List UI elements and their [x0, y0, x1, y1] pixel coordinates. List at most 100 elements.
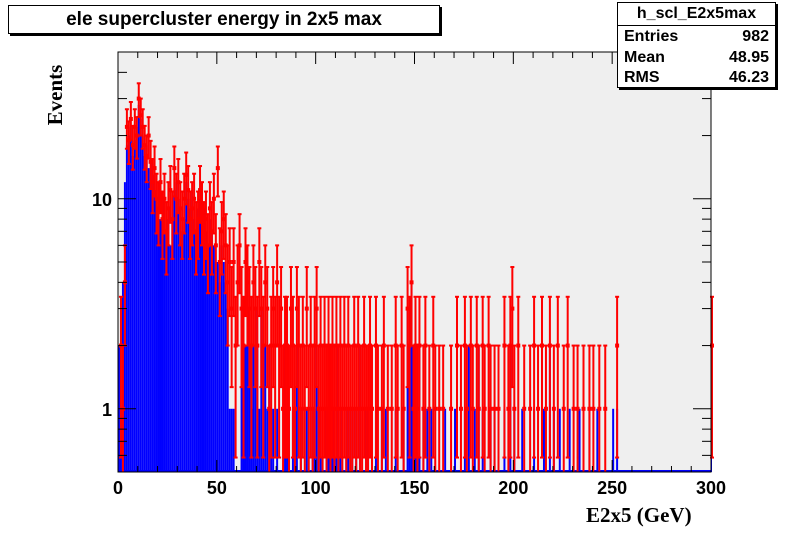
- error-bar-point: [294, 266, 299, 389]
- data-marker: [492, 406, 497, 411]
- histogram-bar: [127, 135, 130, 473]
- data-marker: [279, 306, 284, 311]
- histogram-bar: [165, 219, 168, 472]
- histogram-bar: [167, 208, 170, 473]
- data-marker: [162, 196, 167, 201]
- error-bar-point: [239, 266, 244, 389]
- data-marker: [488, 406, 493, 411]
- histogram-bar: [222, 262, 225, 472]
- error-bar-point: [482, 344, 487, 472]
- data-marker: [454, 343, 459, 348]
- error-bar-point: [314, 266, 319, 389]
- data-marker: [239, 306, 244, 311]
- error-bar-point: [587, 344, 592, 472]
- histogram-bar: [161, 198, 164, 473]
- data-marker: [344, 406, 349, 411]
- histogram-bar: [218, 282, 221, 472]
- data-marker: [395, 406, 400, 411]
- data-marker: [225, 280, 230, 285]
- data-marker: [512, 406, 517, 411]
- data-marker: [130, 143, 135, 148]
- y-tick-label: 10: [92, 190, 112, 210]
- histogram-bar: [202, 208, 205, 473]
- data-marker: [231, 260, 236, 264]
- stats-box: h_scl_E2x5max Entries 982 Mean 48.95 RMS…: [617, 2, 776, 88]
- histogram-bar: [568, 408, 571, 472]
- error-bar-point: [575, 344, 580, 472]
- data-marker: [312, 343, 317, 348]
- data-marker: [198, 188, 203, 193]
- error-bar-point: [441, 344, 446, 472]
- data-marker: [532, 343, 537, 348]
- data-marker: [324, 406, 329, 411]
- data-marker: [281, 406, 286, 411]
- data-marker: [470, 406, 475, 411]
- y-axis: 1 10: [92, 51, 711, 473]
- data-marker: [411, 406, 416, 411]
- data-marker: [201, 229, 206, 234]
- data-marker: [164, 229, 169, 234]
- error-bar-point: [312, 295, 317, 459]
- data-marker: [510, 306, 515, 311]
- x-axis-title: E2x5 (GeV): [586, 503, 692, 527]
- data-marker: [158, 180, 163, 185]
- histogram-bar: [187, 198, 190, 473]
- error-bar-point: [502, 295, 507, 459]
- data-marker: [401, 406, 406, 411]
- error-bar-point: [470, 344, 475, 472]
- data-marker: [421, 406, 426, 411]
- histogram-bar: [208, 219, 211, 472]
- data-marker: [320, 406, 325, 411]
- stats-value: 46.23: [728, 69, 769, 86]
- data-marker: [405, 306, 410, 311]
- x-tick-label: 250: [597, 478, 627, 498]
- stats-divider: [618, 25, 775, 26]
- histogram-bar: [175, 182, 178, 472]
- error-bar-point: [539, 295, 544, 459]
- data-marker: [389, 406, 394, 411]
- histogram-bar: [189, 208, 192, 473]
- error-bar-point: [528, 344, 533, 472]
- data-marker: [354, 406, 359, 411]
- error-bar-point: [213, 213, 218, 295]
- data-marker: [328, 406, 333, 411]
- data-marker: [528, 406, 533, 411]
- x-tick-label: 50: [207, 478, 227, 498]
- error-bar-point: [522, 344, 527, 472]
- histogram-bar: [216, 262, 219, 472]
- data-marker: [496, 406, 501, 411]
- data-marker: [134, 133, 139, 138]
- histogram-title-box: ele supercluster energy in 2x5 max: [8, 5, 440, 34]
- histogram-bar: [206, 245, 209, 472]
- data-marker: [168, 188, 173, 193]
- histogram-bar: [199, 198, 202, 473]
- error-bar-point: [186, 165, 191, 224]
- data-marker: [277, 343, 282, 348]
- data-marker: [144, 153, 149, 158]
- stats-value: 48.95: [728, 49, 769, 66]
- data-marker: [257, 260, 262, 264]
- data-marker: [288, 306, 293, 311]
- error-bar-point: [381, 295, 386, 459]
- error-bar-point: [476, 344, 481, 472]
- error-bar-point: [555, 295, 560, 459]
- data-marker: [235, 280, 240, 285]
- data-marker: [217, 260, 222, 264]
- data-marker: [203, 217, 208, 222]
- data-marker: [200, 206, 205, 211]
- histogram-bar: [232, 408, 235, 472]
- data-marker: [415, 406, 420, 411]
- data-marker: [267, 406, 272, 411]
- data-marker: [506, 406, 511, 411]
- histogram-bar: [159, 219, 162, 472]
- error-bar-point: [488, 344, 493, 472]
- data-marker: [124, 124, 129, 129]
- x-tick-label: 0: [113, 478, 123, 498]
- histogram-bar: [169, 245, 172, 472]
- data-marker: [709, 343, 714, 348]
- histogram-bar: [131, 155, 134, 472]
- histogram-bar: [191, 190, 194, 472]
- histogram-bar: [260, 308, 263, 472]
- error-bar-point: [433, 344, 438, 472]
- data-marker: [423, 343, 428, 348]
